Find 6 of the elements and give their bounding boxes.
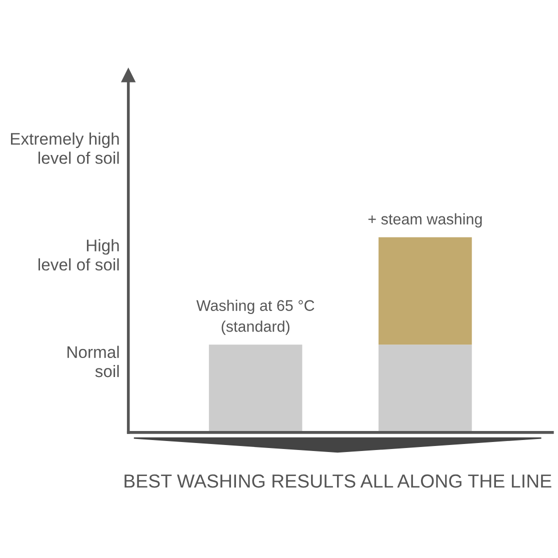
text: Extremely high level of soil bbox=[11, 132, 119, 164]
text: Normal soil bbox=[68, 346, 119, 378]
text: High level of soil bbox=[38, 239, 119, 271]
x-axis-title: BEST WASHING RESULTS ALL ALONG THE LINE bbox=[124, 474, 552, 488]
annotation: Washing at 65 °C (standard) bbox=[196, 300, 314, 335]
text: + steam washing bbox=[368, 213, 482, 228]
